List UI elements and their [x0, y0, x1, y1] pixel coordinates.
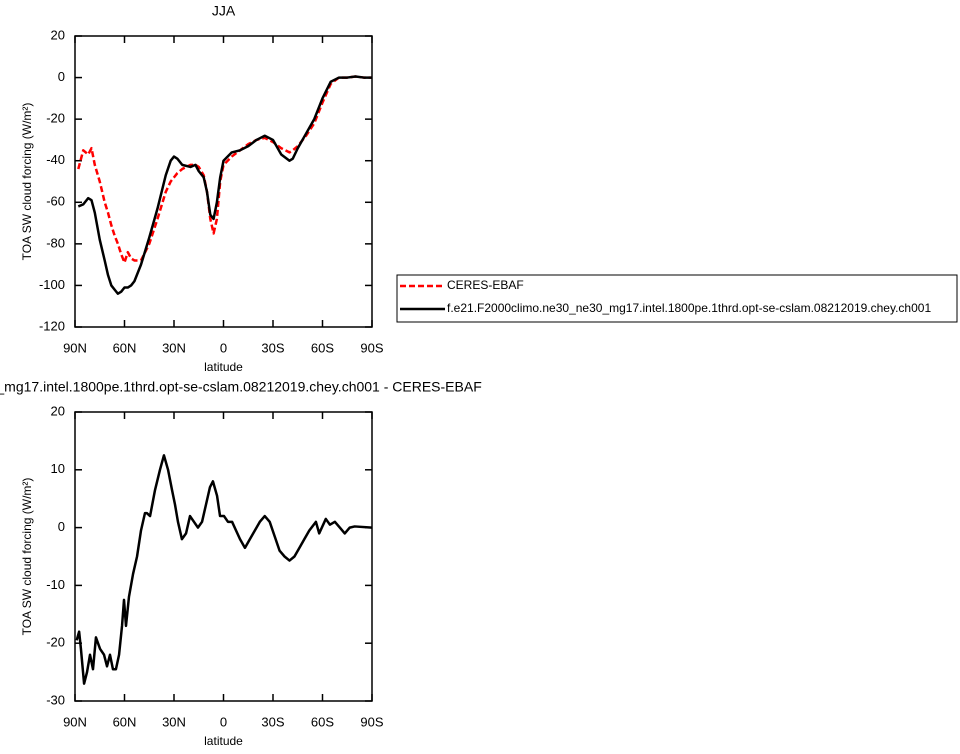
x-tick-label: 30S — [261, 340, 284, 355]
x-tick-label: 60S — [311, 714, 334, 729]
data-line — [77, 75, 372, 295]
y-tick-label: 0 — [58, 69, 65, 84]
x-tick-label: 30S — [261, 714, 284, 729]
x-tick-label: 90S — [360, 340, 383, 355]
y-axis-label: TOA SW cloud forcing (W/m²) — [20, 103, 34, 261]
x-tick-label: 0 — [220, 714, 227, 729]
y-tick-label: -40 — [46, 152, 65, 167]
y-tick-label: -100 — [39, 277, 65, 292]
y-tick-label: 10 — [51, 461, 65, 476]
y-tick-label: -80 — [46, 235, 65, 250]
legend-label: CERES-EBAF — [447, 278, 524, 292]
y-tick-label: 20 — [51, 403, 65, 418]
x-tick-label: 90N — [63, 714, 87, 729]
chart-title: JJA — [212, 3, 236, 19]
data-line — [77, 75, 372, 264]
y-axis-label: TOA SW cloud forcing (W/m²) — [20, 478, 34, 636]
x-tick-label: 0 — [220, 340, 227, 355]
y-tick-label: -20 — [46, 635, 65, 650]
x-tick-label: 30N — [162, 340, 186, 355]
x-tick-label: 90N — [63, 340, 87, 355]
x-tick-label: 60N — [113, 714, 137, 729]
chart-title: ne30_mg17.intel.1800pe.1thrd.opt-se-csla… — [0, 379, 482, 395]
legend-label: f.e21.F2000climo.ne30_ne30_mg17.intel.18… — [447, 301, 931, 315]
plot-frame — [74, 35, 373, 328]
y-tick-label: -20 — [46, 111, 65, 126]
y-tick-label: -120 — [39, 318, 65, 333]
legend-box — [396, 274, 958, 323]
y-tick-label: -30 — [46, 692, 65, 707]
data-line — [75, 454, 373, 685]
y-tick-label: 20 — [51, 27, 65, 42]
x-tick-label: 90S — [360, 714, 383, 729]
y-tick-label: -60 — [46, 194, 65, 209]
x-tick-label: 60S — [311, 340, 334, 355]
plot-frame — [74, 411, 373, 702]
y-tick-label: 0 — [58, 519, 65, 534]
x-axis-label: latitude — [204, 360, 243, 374]
y-tick-label: -10 — [46, 577, 65, 592]
x-tick-label: 60N — [113, 340, 137, 355]
x-tick-label: 30N — [162, 714, 186, 729]
x-axis-label: latitude — [204, 734, 243, 748]
